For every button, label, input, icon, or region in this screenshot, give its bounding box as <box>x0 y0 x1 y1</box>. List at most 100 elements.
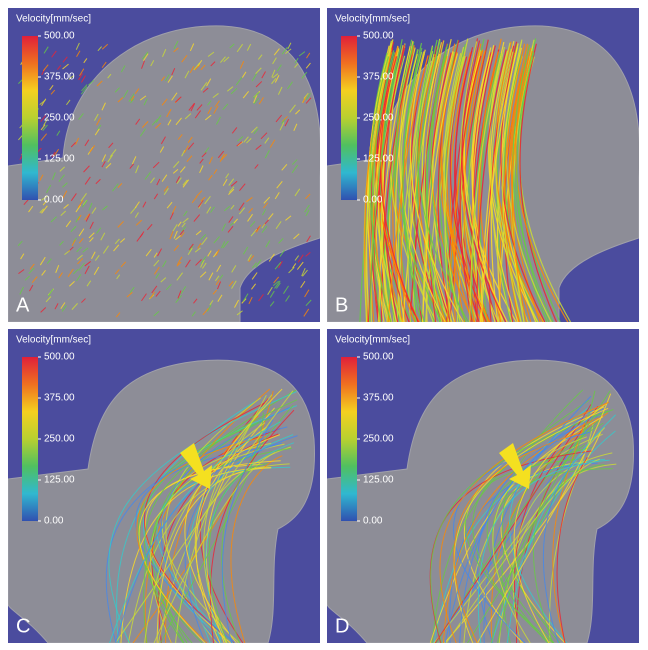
velocity-vector <box>173 47 179 53</box>
velocity-vector <box>173 40 179 50</box>
velocity-vector <box>153 259 160 267</box>
velocity-vector <box>228 186 235 193</box>
velocity-vector <box>135 219 143 226</box>
velocity-vector <box>236 43 244 53</box>
velocity-vector <box>212 93 219 99</box>
velocity-vector <box>187 142 195 150</box>
streamline <box>511 56 541 322</box>
streamline <box>203 394 273 643</box>
velocity-vector <box>215 275 220 282</box>
velocity-vector <box>229 43 235 49</box>
velocity-vector <box>181 222 186 228</box>
velocity-vector <box>215 279 220 286</box>
velocity-vector <box>172 169 179 174</box>
streamline <box>483 395 592 643</box>
velocity-vector <box>294 63 299 68</box>
velocity-vector <box>228 216 234 223</box>
colorbar-tick-label: 0.00 <box>363 195 383 206</box>
velocity-vector <box>215 249 220 257</box>
velocity-vector <box>273 48 280 56</box>
velocity-vector <box>40 124 46 131</box>
velocity-vector <box>143 98 148 106</box>
velocity-vector <box>115 312 121 318</box>
velocity-vector <box>301 267 306 277</box>
colorbar-title: Velocity[mm/sec] <box>16 14 91 25</box>
velocity-vector <box>184 113 192 120</box>
velocity-vector <box>157 248 163 257</box>
velocity-vector <box>261 223 266 229</box>
streamline <box>449 56 487 322</box>
velocity-vector <box>294 188 301 197</box>
velocity-vector <box>62 182 68 188</box>
velocity-vector <box>50 89 56 95</box>
streamline <box>476 49 507 322</box>
velocity-vector <box>114 238 120 245</box>
velocity-vector <box>297 254 304 263</box>
velocity-vector <box>136 233 144 242</box>
velocity-vector <box>223 56 230 63</box>
streamline <box>115 442 282 643</box>
velocity-vector <box>291 164 299 174</box>
velocity-vector <box>268 253 275 262</box>
velocity-vector <box>305 299 312 306</box>
velocity-vector <box>94 255 100 261</box>
velocity-vector <box>75 137 80 146</box>
velocity-vector <box>257 54 263 60</box>
velocity-vector <box>200 256 207 264</box>
velocity-vector <box>276 180 283 189</box>
velocity-vector <box>179 229 185 236</box>
velocity-vector <box>51 50 57 58</box>
velocity-vector <box>243 246 249 255</box>
panel-label: D <box>335 615 349 637</box>
velocity-vector <box>202 262 207 269</box>
velocity-vector <box>248 296 253 305</box>
velocity-vector <box>180 232 185 238</box>
streamline <box>378 46 411 322</box>
velocity-vector <box>171 205 177 215</box>
arrow <box>499 443 531 489</box>
streamline <box>462 43 489 322</box>
velocity-vector <box>84 265 90 275</box>
velocity-vector <box>214 100 220 107</box>
velocity-vector <box>59 166 65 172</box>
streamline <box>469 53 503 322</box>
velocity-vector <box>113 244 120 252</box>
streamline <box>144 399 298 643</box>
velocity-vector <box>253 94 258 104</box>
velocity-vector <box>263 196 271 204</box>
velocity-vector <box>180 286 187 295</box>
velocity-vector <box>155 122 162 129</box>
velocity-vector <box>40 133 48 141</box>
velocity-vector <box>70 142 77 148</box>
streamline <box>184 435 298 643</box>
velocity-vector <box>248 255 255 263</box>
velocity-vector <box>199 271 207 278</box>
streamline <box>160 412 264 643</box>
velocity-vector <box>242 293 249 302</box>
velocity-vector <box>55 265 60 274</box>
velocity-vector <box>39 99 46 106</box>
velocity-vector <box>212 289 217 295</box>
streamline <box>501 41 523 322</box>
velocity-vector <box>239 60 245 69</box>
streamline <box>387 55 429 322</box>
velocity-vector <box>275 221 282 230</box>
velocity-vector <box>292 263 297 269</box>
velocity-vector <box>50 216 57 223</box>
velocity-vector <box>61 305 67 312</box>
colorbar-tick-label: 375.00 <box>363 393 394 404</box>
velocity-vector <box>135 165 140 174</box>
velocity-vector <box>57 65 62 70</box>
velocity-vector <box>96 227 102 234</box>
streamline <box>369 56 392 322</box>
velocity-vector <box>141 293 147 302</box>
velocity-vector <box>18 269 25 275</box>
velocity-vector <box>85 213 91 222</box>
velocity-vector <box>76 50 81 58</box>
colorbar-title: Velocity[mm/sec] <box>335 335 410 346</box>
velocity-vector <box>69 281 75 287</box>
velocity-vector <box>129 286 135 294</box>
velocity-vector <box>91 207 97 214</box>
velocity-vector <box>166 108 172 118</box>
velocity-vector <box>261 225 268 234</box>
